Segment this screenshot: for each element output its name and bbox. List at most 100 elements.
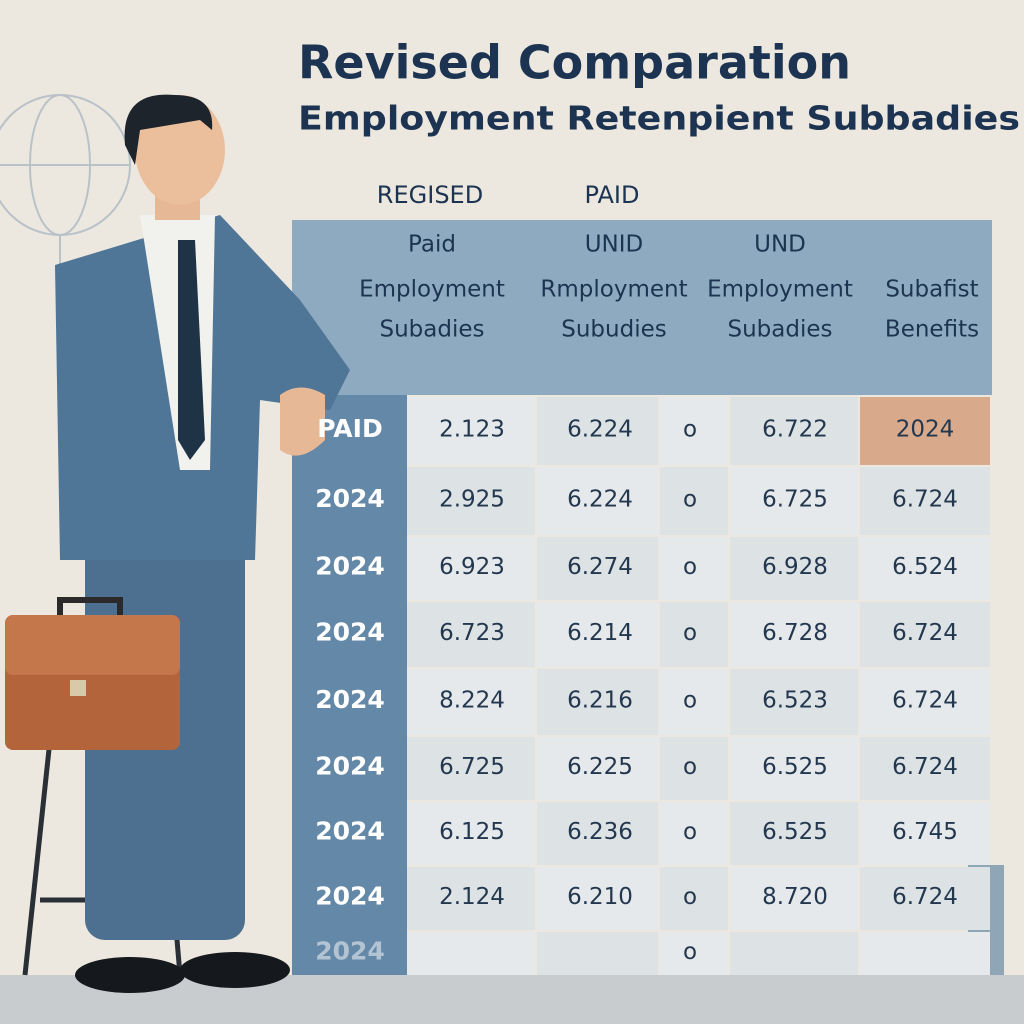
cell-bg xyxy=(407,397,535,465)
cell-bg xyxy=(730,467,858,535)
cell: o xyxy=(683,620,697,646)
top-label: PAID xyxy=(585,181,640,209)
column-header: Subudies xyxy=(561,317,666,343)
cell: o xyxy=(683,754,697,780)
cell-bg xyxy=(660,602,728,667)
table-frame xyxy=(292,220,992,975)
cell: 8.224 xyxy=(439,688,505,714)
cell: 6.724 xyxy=(892,884,958,910)
cell: 6.923 xyxy=(439,554,505,580)
cell: 6.125 xyxy=(439,819,505,845)
cell-bg xyxy=(537,467,658,535)
cell-bg xyxy=(407,737,535,800)
cell-bg xyxy=(537,397,658,465)
cell: 6.725 xyxy=(439,754,505,780)
row-label: 2024 xyxy=(315,484,385,513)
cell: o xyxy=(683,487,697,513)
row-label: 2024 xyxy=(315,552,385,581)
cell-bg xyxy=(537,537,658,600)
cell-bg xyxy=(730,737,858,800)
row-label: 2024 xyxy=(315,882,385,911)
cell-bg xyxy=(730,669,858,735)
cell: 6.724 xyxy=(892,620,958,646)
cell: o xyxy=(683,688,697,714)
column-header: Rmployment xyxy=(540,277,687,303)
cell-bg xyxy=(660,397,728,465)
cell-bg xyxy=(660,737,728,800)
cell-bg xyxy=(537,802,658,865)
cell-bg xyxy=(407,867,535,930)
column-header: Employment xyxy=(707,277,853,303)
person xyxy=(5,94,350,993)
cell: 6.525 xyxy=(762,819,828,845)
cell-bg xyxy=(407,932,535,975)
cell-bg xyxy=(860,669,990,735)
cell-bg xyxy=(730,397,858,465)
cell-bg xyxy=(537,669,658,735)
cell-bg xyxy=(407,802,535,865)
cell-bg xyxy=(407,467,535,535)
column-header: Subadies xyxy=(380,317,485,343)
cell: 6.723 xyxy=(439,620,505,646)
cell-bg xyxy=(730,867,858,930)
cell-bg xyxy=(860,867,990,930)
cell: o xyxy=(683,554,697,580)
cell: 6.728 xyxy=(762,620,828,646)
cell-bg xyxy=(860,602,990,667)
cell: 8.720 xyxy=(762,884,828,910)
row-label: 2024 xyxy=(315,752,385,781)
cell-bg xyxy=(730,602,858,667)
cell-bg xyxy=(730,802,858,865)
row-label: 2024 xyxy=(315,685,385,714)
cell-bg xyxy=(730,932,858,975)
cell: 6.236 xyxy=(567,819,633,845)
cell: 6.524 xyxy=(892,554,958,580)
cell-bg xyxy=(537,932,658,975)
cell-bg xyxy=(860,537,990,600)
column-header: Subadies xyxy=(728,317,833,343)
cell-bg xyxy=(537,602,658,667)
cell-bg xyxy=(860,737,990,800)
cell: 6.523 xyxy=(762,688,828,714)
cell-bg xyxy=(537,737,658,800)
cell: 6.745 xyxy=(892,819,958,845)
top-label: REGISED xyxy=(377,181,483,209)
cell: 6.210 xyxy=(567,884,633,910)
row-label: PAID xyxy=(317,414,382,443)
subtitle: Employment Retenpient Subbadies xyxy=(298,99,1020,138)
column-header: UND xyxy=(754,232,806,258)
title: Revised Comparation xyxy=(298,36,851,90)
row-label: 2024 xyxy=(315,817,385,846)
cell: 6.724 xyxy=(892,754,958,780)
cell: 6.224 xyxy=(567,417,633,443)
cell: o xyxy=(683,417,697,443)
cell-bg xyxy=(860,932,990,975)
cell-bg xyxy=(660,802,728,865)
cell-bg xyxy=(537,867,658,930)
cell: 6.725 xyxy=(762,487,828,513)
cell: 6.274 xyxy=(567,554,633,580)
cell-bg xyxy=(407,669,535,735)
cell: 6.722 xyxy=(762,417,828,443)
column-header: Paid xyxy=(408,232,456,258)
cell-bg xyxy=(660,537,728,600)
column-header: Employment xyxy=(359,277,505,303)
cell-bg xyxy=(660,467,728,535)
row-label: 2024 xyxy=(315,618,385,647)
cell: 6.724 xyxy=(892,688,958,714)
cell: 6.224 xyxy=(567,487,633,513)
cell-bg xyxy=(660,867,728,930)
row-label: 2024 xyxy=(315,937,385,966)
cell: 6.225 xyxy=(567,754,633,780)
cell-bg xyxy=(860,802,990,865)
cell: o xyxy=(683,819,697,845)
cell-bg xyxy=(660,669,728,735)
cell-bg xyxy=(660,932,728,975)
cell: 6.928 xyxy=(762,554,828,580)
cell-bg xyxy=(860,397,990,465)
cell: 2.925 xyxy=(439,487,505,513)
cell: 6.724 xyxy=(892,487,958,513)
cell: 6.214 xyxy=(567,620,633,646)
